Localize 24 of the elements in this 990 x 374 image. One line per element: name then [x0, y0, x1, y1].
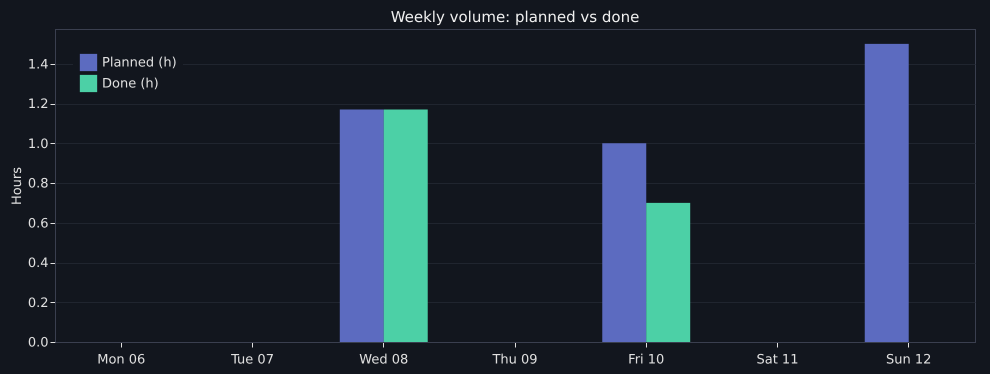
y-tick-label: 1.0 [28, 136, 48, 152]
y-tick-label: 0.4 [28, 256, 48, 272]
y-tick-label: 1.2 [28, 97, 48, 112]
y-tick-label: 0.0 [28, 336, 48, 350]
legend-label: Done (h) [102, 76, 159, 92]
chart-title: Weekly volume: planned vs done [390, 8, 640, 26]
bar [646, 202, 690, 342]
x-tick-label: Mon 06 [97, 352, 146, 368]
legend-label: Planned (h) [102, 56, 177, 70]
y-tick-label: 0.8 [28, 176, 48, 192]
x-tick-label: Thu 09 [491, 352, 538, 368]
x-tick-label: Fri 10 [628, 352, 664, 368]
bar [384, 109, 428, 342]
y-tick-label: 0.6 [28, 216, 48, 232]
x-tick-label: Tue 07 [230, 352, 274, 368]
bar [864, 44, 909, 342]
y-tick-label: 1.4 [28, 57, 48, 72]
y-tick-label: 0.2 [28, 296, 48, 311]
x-tick-label: Sat 11 [756, 352, 798, 368]
bar [340, 109, 384, 342]
x-tick-label: Wed 08 [359, 352, 408, 368]
bar [602, 143, 646, 342]
x-tick-label: Sun 12 [886, 352, 932, 368]
y-axis-title: Hours [10, 166, 25, 206]
